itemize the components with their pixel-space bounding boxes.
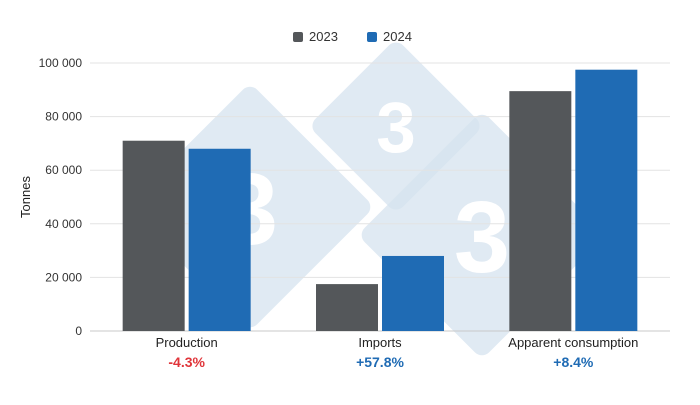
y-tick-label: 80 000 [45,110,82,124]
legend-item-2024[interactable]: 2024 [367,29,412,44]
y-axis-ticks: 0 20 000 40 000 60 000 80 000 100 000 [39,56,83,338]
x-tick-label: Imports [358,335,402,350]
watermark-glyph: 3 [454,182,510,294]
bar-2024[interactable] [575,69,638,331]
bar-2024[interactable] [382,255,444,331]
bar-2023[interactable] [316,284,378,331]
legend-swatch [367,32,377,42]
x-axis-ticks: Production Imports Apparent consumption [156,335,639,350]
change-label: +57.8% [356,354,404,370]
bar-2023[interactable] [509,91,572,331]
watermark-glyph: 3 [376,89,416,168]
gridlines [90,62,670,332]
y-tick-label: 40 000 [45,217,82,231]
y-tick-label: 0 [75,324,82,338]
legend-swatch [293,32,303,42]
change-label: +8.4% [553,354,594,370]
legend[interactable]: 2023 2024 [293,29,412,44]
x-tick-label: Apparent consumption [508,335,638,350]
y-tick-label: 20 000 [45,270,82,284]
y-axis-label: Tonnes [18,176,33,218]
x-tick-label: Production [156,335,218,350]
y-tick-label: 100 000 [39,56,83,70]
bar-2024[interactable] [188,148,251,331]
legend-label: 2023 [309,29,338,44]
bars [122,69,638,331]
legend-item-2023[interactable]: 2023 [293,29,338,44]
change-label: -4.3% [168,354,205,370]
y-tick-label: 60 000 [45,163,82,177]
legend-label: 2024 [383,29,412,44]
change-labels: -4.3% +57.8% +8.4% [168,354,594,370]
bar-2023[interactable] [122,140,185,331]
